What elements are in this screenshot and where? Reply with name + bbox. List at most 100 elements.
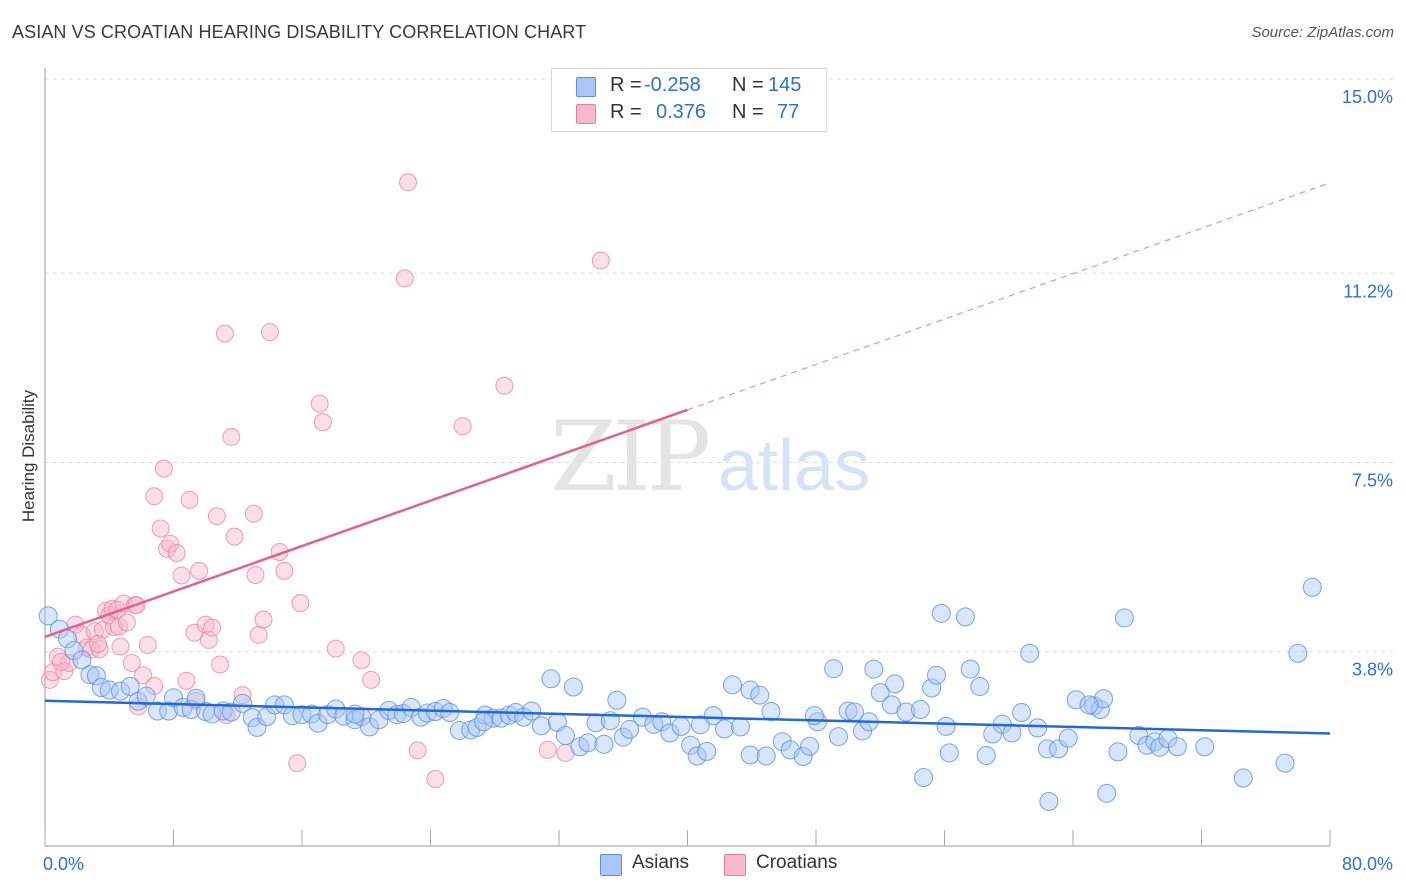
asian-point [1288,643,1308,663]
asian-legend-swatch [600,854,622,876]
croatian-point [291,594,310,613]
asian-point [120,676,140,696]
croatian-point [395,269,414,288]
asian-point [955,607,975,627]
croatian-point [154,459,173,478]
asian-point [1233,768,1253,788]
croatian-point [122,653,141,672]
croatian-point [408,741,427,760]
asian-point [578,733,598,753]
asian-point [690,715,710,735]
asian-point [292,705,312,725]
croatian-point [313,413,332,432]
asian-point [359,717,379,737]
y-axis-title: Hearing Disability [19,389,38,522]
asian-point [756,746,776,766]
asian-trend-line [44,699,1331,735]
asian-point [740,680,760,700]
croatian-legend-swatch [724,854,746,876]
asian-point [1167,737,1187,757]
croatian-point [249,625,268,644]
croatian-point [310,394,329,413]
croatian-point [591,251,610,270]
asian-point [265,695,285,715]
croatian-point [352,651,371,670]
asian-point [72,650,92,670]
asian-point [620,719,640,739]
croatian-point [111,637,130,656]
asian-point [110,681,130,701]
legend-r-value-croatians: 0.376 [656,101,707,123]
croatian-point [167,544,186,563]
croatian-point [158,539,177,558]
asian-point [828,727,848,747]
asian-point [1275,753,1295,773]
asian-point [86,666,106,686]
asian-point [931,603,951,623]
asian-point [173,697,193,717]
asian-point [804,706,824,726]
asian-point [247,717,267,737]
asian-point [1094,689,1114,709]
croatian-point [495,376,514,395]
croatian-point [203,618,222,637]
croatian-point [225,527,244,546]
asian-point [1114,608,1134,628]
asian-point [800,736,820,756]
asian-point [233,693,253,713]
asian-point [976,745,996,765]
croatian-point [244,504,263,523]
croatian-point [89,635,108,654]
asian-point [714,719,734,739]
asian-point [302,704,322,724]
croatian-point [52,652,71,671]
croatian-point [260,323,279,342]
asian-point [1020,643,1040,663]
asian-point [613,727,633,747]
asian-point [242,708,262,728]
asian-point [91,677,111,697]
y-tick-label: 7.5% [1352,471,1393,491]
asian-point [541,669,561,689]
asian-point [1012,703,1032,723]
asian-point [740,745,760,765]
watermark-zip: ZIP [550,401,709,513]
croatian-point [426,770,445,789]
croatian-point [151,519,170,538]
trend-layer [44,182,1331,735]
asian-swatch [576,77,596,97]
asian-point [1002,723,1022,743]
asian-point [1037,739,1057,759]
asian-point [164,688,183,708]
croatian-swatch [576,104,596,124]
asian-point [722,675,742,695]
asian-point [731,717,751,737]
asian-point [1028,718,1048,738]
asian-point [563,677,583,697]
legend-n-label: N = [732,74,764,96]
watermark: ZIP atlas [550,401,870,513]
asian-point [80,665,100,685]
asian-point [1090,699,1110,719]
y-tick-label: 3.8% [1352,660,1393,680]
asian-point [970,676,990,696]
croatian-point [362,670,381,689]
asian-point [660,723,680,743]
croatian-point [222,427,241,446]
label-layer: 3.8% 7.5% 11.2% 15.0% 0.0% 80.0% [43,87,1393,874]
asian-point [939,743,959,763]
asian-point [474,712,494,732]
asian-point [772,732,792,752]
croatian-point [215,324,234,343]
asian-point [136,686,156,706]
asian-point [522,701,542,721]
asian-point [555,726,575,746]
croatian-trend-extension [687,182,1331,411]
asian-point [914,767,934,787]
asian-legend-label: Asians [632,852,690,873]
watermark-atlas: atlas [718,426,870,506]
asian-point [1049,739,1069,759]
croatian-point [275,561,294,580]
croatian-point [145,487,164,506]
